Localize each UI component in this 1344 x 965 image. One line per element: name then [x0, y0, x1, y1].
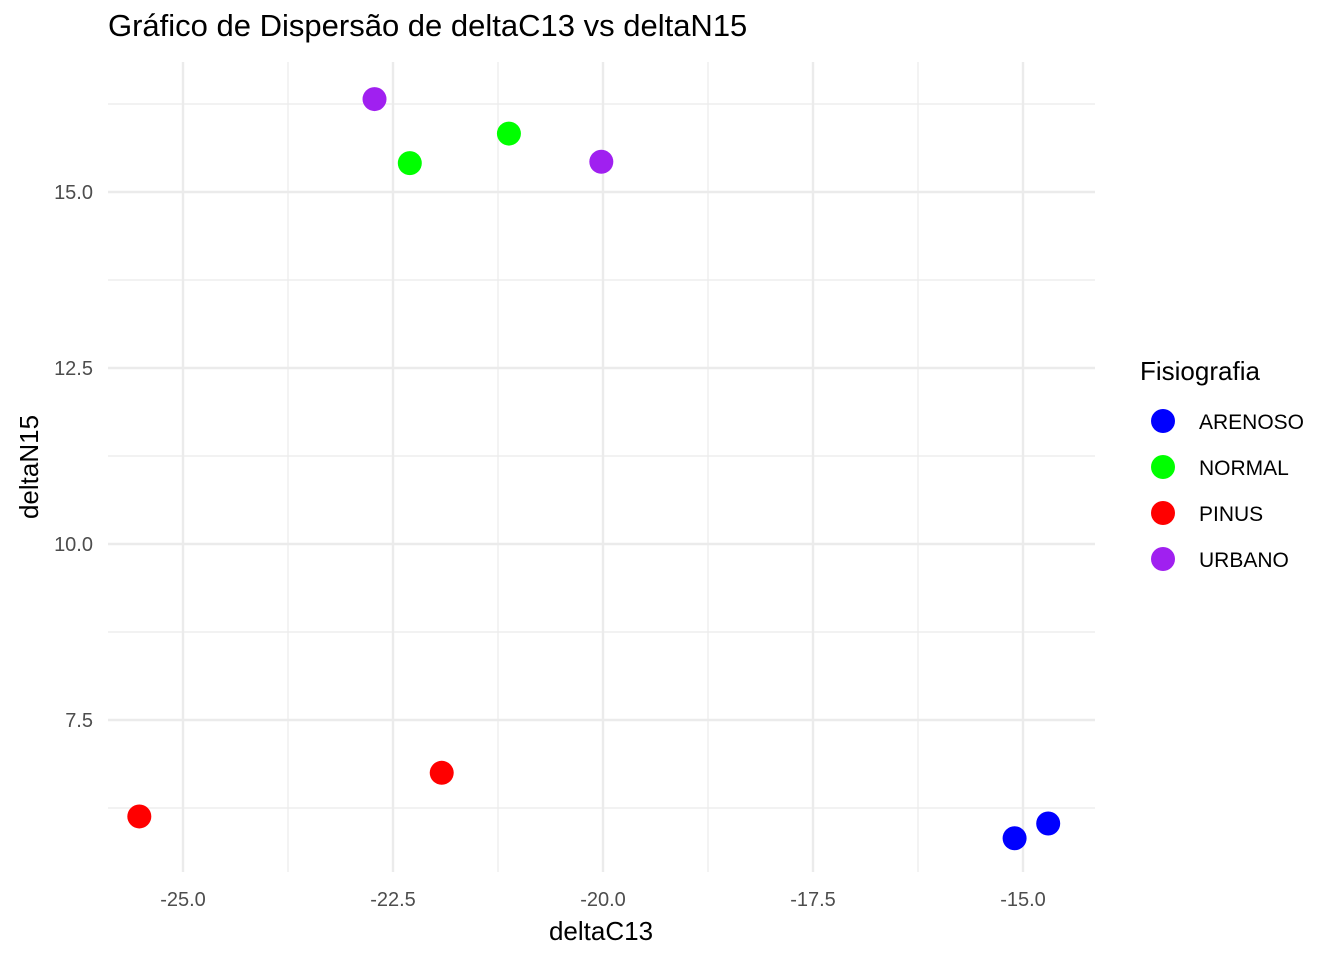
legend-label-normal: NORMAL — [1199, 457, 1289, 480]
y-tick-label: 7.5 — [65, 710, 93, 732]
legend-key-normal — [1151, 455, 1175, 479]
legend-key-arenoso — [1151, 409, 1175, 433]
y-axis-title: deltaN15 — [14, 415, 44, 519]
data-point-urbano — [362, 87, 387, 112]
data-point-normal — [496, 121, 521, 146]
x-tick-label: -20.0 — [580, 889, 626, 911]
y-tick-label: 12.5 — [54, 358, 93, 380]
x-tick-label: -15.0 — [1000, 889, 1046, 911]
y-tick-label: 10.0 — [54, 534, 93, 556]
data-point-arenoso — [1002, 826, 1027, 851]
legend-label-arenoso: ARENOSO — [1199, 411, 1304, 434]
x-tick-label: -17.5 — [790, 889, 836, 911]
x-tick-label: -22.5 — [370, 889, 416, 911]
legend-label-urbano: URBANO — [1199, 549, 1289, 572]
data-point-pinus — [429, 760, 454, 785]
data-point-arenoso — [1036, 811, 1061, 836]
x-axis-title: deltaC13 — [549, 916, 653, 946]
legend-key-pinus — [1151, 501, 1175, 525]
legend-key-urbano — [1151, 547, 1175, 571]
y-tick-label: 15.0 — [54, 182, 93, 204]
legend-title: Fisiografia — [1140, 356, 1260, 386]
data-point-pinus — [127, 804, 152, 829]
data-point-urbano — [589, 149, 614, 174]
chart-title: Gráfico de Dispersão de deltaC13 vs delt… — [108, 8, 748, 43]
data-point-normal — [397, 151, 422, 176]
x-tick-label: -25.0 — [160, 889, 206, 911]
legend-label-pinus: PINUS — [1199, 503, 1263, 526]
